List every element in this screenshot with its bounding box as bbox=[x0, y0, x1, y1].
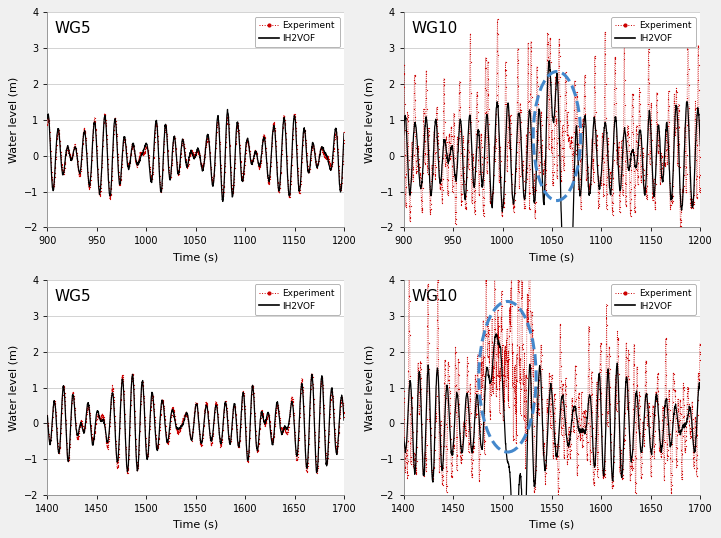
Text: WG10: WG10 bbox=[411, 288, 457, 303]
X-axis label: Time (s): Time (s) bbox=[173, 520, 218, 530]
Y-axis label: Water level (m): Water level (m) bbox=[9, 344, 18, 430]
Text: WG5: WG5 bbox=[55, 21, 92, 36]
Text: WG5: WG5 bbox=[55, 288, 92, 303]
Legend: Experiment, IH2VOF: Experiment, IH2VOF bbox=[255, 285, 340, 315]
X-axis label: Time (s): Time (s) bbox=[173, 252, 218, 262]
Text: WG10: WG10 bbox=[411, 21, 457, 36]
Legend: Experiment, IH2VOF: Experiment, IH2VOF bbox=[611, 17, 696, 47]
Legend: Experiment, IH2VOF: Experiment, IH2VOF bbox=[611, 285, 696, 315]
Y-axis label: Water level (m): Water level (m) bbox=[365, 77, 375, 163]
X-axis label: Time (s): Time (s) bbox=[529, 520, 575, 530]
X-axis label: Time (s): Time (s) bbox=[529, 252, 575, 262]
Legend: Experiment, IH2VOF: Experiment, IH2VOF bbox=[255, 17, 340, 47]
Y-axis label: Water level (m): Water level (m) bbox=[9, 77, 18, 163]
Y-axis label: Water level (m): Water level (m) bbox=[365, 344, 375, 430]
